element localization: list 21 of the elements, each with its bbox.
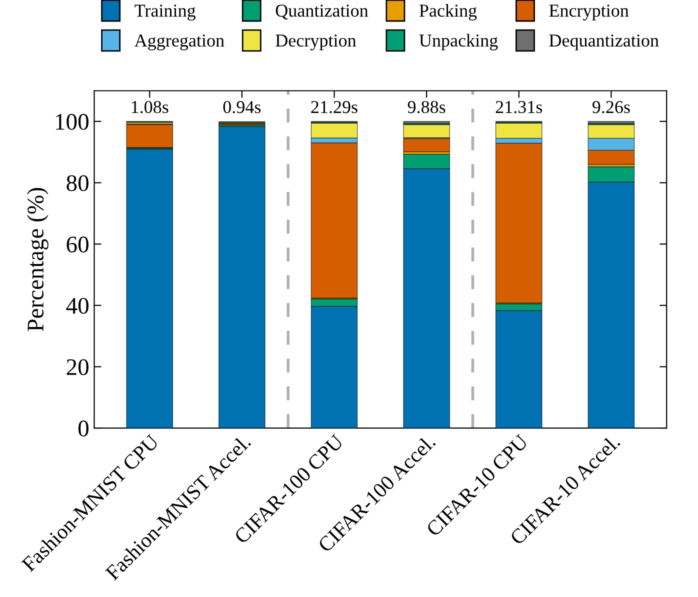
y-tick-label: 60 [66, 236, 88, 252]
y-tick-label: 40 [66, 298, 88, 314]
legend-label: Quantization [276, 4, 368, 20]
legend-label: Dequantization [549, 34, 659, 50]
y-tick-label: 0 [78, 420, 88, 436]
y-tick-label: 100 [56, 114, 88, 130]
annotation: 21.31s [496, 101, 542, 114]
annotation: 1.08s [132, 100, 168, 114]
legend-label: Packing [419, 4, 477, 20]
y-axis-title: Percentage (%) [26, 188, 48, 332]
legend-label: Encryption [549, 4, 629, 20]
legend-label: Training [134, 4, 196, 20]
legend-label: Decryption [276, 34, 356, 50]
legend-label: Unpacking [419, 34, 498, 50]
y-tick-label: 80 [66, 175, 88, 192]
annotation: 21.29s [311, 101, 358, 114]
y-tick-label: 20 [66, 359, 88, 376]
annotation: 9.88s [408, 100, 446, 114]
annotation: 0.94s [223, 100, 261, 114]
legend-label: Aggregation [134, 34, 224, 50]
annotation: 9.26s [592, 101, 630, 114]
